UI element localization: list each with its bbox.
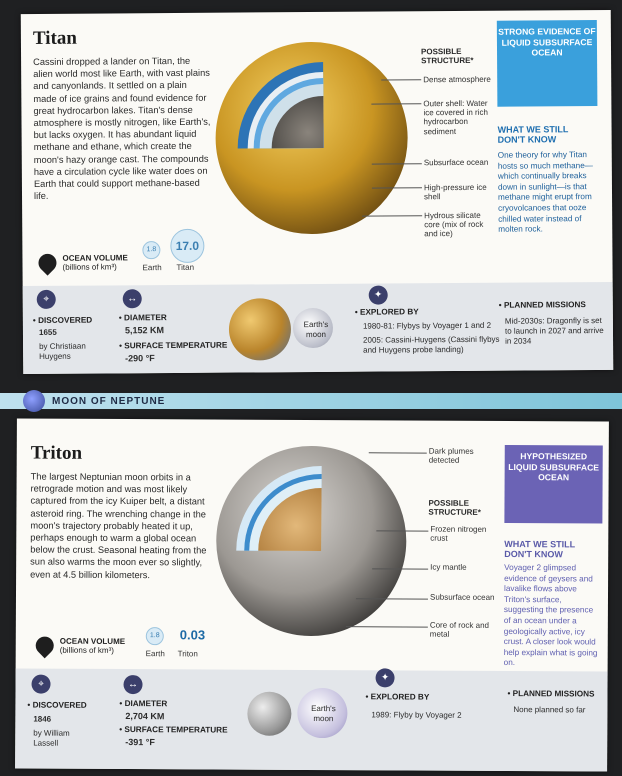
triton-cutaway-illustration	[216, 445, 407, 636]
titan-earth-volume-bubble: 1.8	[142, 241, 161, 260]
telescope-icon: ⌖	[36, 289, 56, 309]
leader-line	[371, 163, 422, 165]
titan-intro: Cassini dropped a lander on Titan, the a…	[33, 55, 211, 202]
triton-discovered-by: by William Lassell	[33, 728, 70, 748]
titan-layer-2: Outer shell: Water ice covered in rich h…	[423, 98, 488, 136]
titan-title: Titan	[32, 27, 78, 49]
titan-card: Titan Cassini dropped a lander on Titan,…	[20, 9, 614, 375]
titan-layer-5: Hydrous silicate core (mix of rock and i…	[424, 210, 484, 239]
titan-moon-caption: Titan	[176, 262, 195, 272]
leader-line	[381, 79, 422, 81]
triton-layer-2: Icy mantle	[430, 562, 467, 572]
titan-wwk-heading: WHAT WE STILL DON'T KNOW	[497, 124, 569, 145]
titan-explored-2: 2005: Cassini-Huygens (Cassini flybys an…	[363, 334, 500, 355]
triton-discovered-year: 1846	[33, 714, 52, 724]
titan-moon-volume-bubble: 17.0	[170, 228, 205, 264]
triton-wwk-text: Voyager 2 glimpsed evidence of geysers a…	[503, 563, 598, 668]
titan-discovered-by: by Christiaan Huygens	[39, 341, 86, 361]
water-drop-icon	[34, 250, 61, 276]
satellite-icon: ✦	[375, 668, 395, 688]
leader-line	[362, 215, 423, 217]
titan-explored-1: 1980-81: Flybys by Voyager 1 and 2	[362, 320, 492, 331]
leader-line	[371, 103, 422, 105]
titan-diameter-label: • DIAMETER	[118, 313, 167, 323]
titan-cutaway-illustration	[215, 42, 408, 235]
titan-explored-label: • EXPLORED BY	[354, 307, 419, 317]
triton-discovered-label: • DISCOVERED	[27, 700, 87, 710]
titan-temp-label: • SURFACE TEMPERATURE	[119, 340, 228, 351]
triton-temp-label: • SURFACE TEMPERATURE	[119, 724, 228, 735]
telescope-icon: ⌖	[31, 674, 51, 694]
triton-structure-heading: POSSIBLE STRUCTURE*	[428, 498, 481, 517]
triton-title: Triton	[30, 442, 83, 464]
triton-planned-text: None planned so far	[513, 705, 586, 715]
triton-layer-3: Subsurface ocean	[429, 592, 495, 602]
triton-diameter-label: • DIAMETER	[119, 698, 168, 709]
triton-layer-1: Frozen nitrogen crust	[430, 524, 487, 543]
triton-intro: The largest Neptunian moon orbits in a r…	[30, 471, 207, 580]
triton-plumes-label: Dark plumes detected	[428, 446, 474, 465]
triton-earth-volume-bubble: 1.8	[145, 627, 164, 646]
triton-moon-volume-value: 0.03	[179, 627, 206, 643]
satellite-icon: ✦	[368, 285, 388, 305]
diameter-arrow-icon: ↔	[123, 675, 143, 695]
titan-size-comparison	[228, 298, 292, 361]
titan-ocean-volume-label: OCEAN VOLUME (billions of km³)	[62, 253, 128, 273]
triton-card: Triton The largest Neptunian moon orbits…	[15, 418, 609, 772]
triton-temp-value: -391 °F	[125, 737, 155, 748]
diameter-arrow-icon: ↔	[122, 289, 142, 309]
triton-explored-label: • EXPLORED BY	[365, 692, 430, 702]
titan-structure-heading: POSSIBLE STRUCTURE*	[420, 46, 474, 66]
leader-line	[371, 187, 422, 189]
titan-discovered-year: 1655	[38, 327, 57, 337]
triton-explored-1: 1989: Flyby by Voyager 2	[371, 710, 462, 720]
triton-evidence-badge: HYPOTHESIZED LIQUID SUBSURFACE OCEAN	[504, 445, 603, 524]
triton-earths-moon-label: Earth's moon	[311, 703, 336, 724]
titan-layer-1: Dense atmosphere	[423, 74, 491, 85]
triton-ocean-volume-label: OCEAN VOLUME (billions of km³)	[59, 636, 126, 656]
titan-diameter-value: 5,152 KM	[124, 325, 165, 336]
titan-earths-moon-label: Earth's moon	[303, 319, 329, 340]
titan-planned-label: • PLANNED MISSIONS	[498, 300, 586, 310]
triton-moon-caption: Triton	[177, 649, 198, 659]
triton-size-comparison	[247, 691, 292, 736]
triton-wwk-heading: WHAT WE STILL DON'T KNOW	[504, 539, 575, 560]
section-band-label: MOON OF NEPTUNE	[52, 396, 166, 407]
titan-planned-text: Mid-2030s: Dragonfly is set to launch in…	[504, 316, 604, 346]
titan-evidence-badge: STRONG EVIDENCE OF LIQUID SUBSURFACE OCE…	[496, 20, 598, 107]
triton-planned-label: • PLANNED MISSIONS	[507, 689, 595, 699]
titan-wwk-text: One theory for why Titan hosts so much m…	[497, 150, 593, 234]
triton-earth-caption: Earth	[145, 649, 165, 659]
section-band	[0, 393, 622, 409]
titan-temp-value: -290 °F	[125, 353, 155, 364]
titan-earth-caption: Earth	[142, 263, 162, 273]
titan-discovered-label: • DISCOVERED	[32, 315, 93, 325]
triton-diameter-value: 2,704 KM	[125, 711, 165, 722]
triton-layer-4: Core of rock and metal	[429, 620, 490, 639]
titan-layer-3: Subsurface ocean	[423, 157, 489, 168]
titan-layer-4: High-pressure ice shell	[423, 182, 487, 202]
neptune-moon-icon	[23, 390, 45, 412]
water-drop-icon	[32, 632, 58, 659]
